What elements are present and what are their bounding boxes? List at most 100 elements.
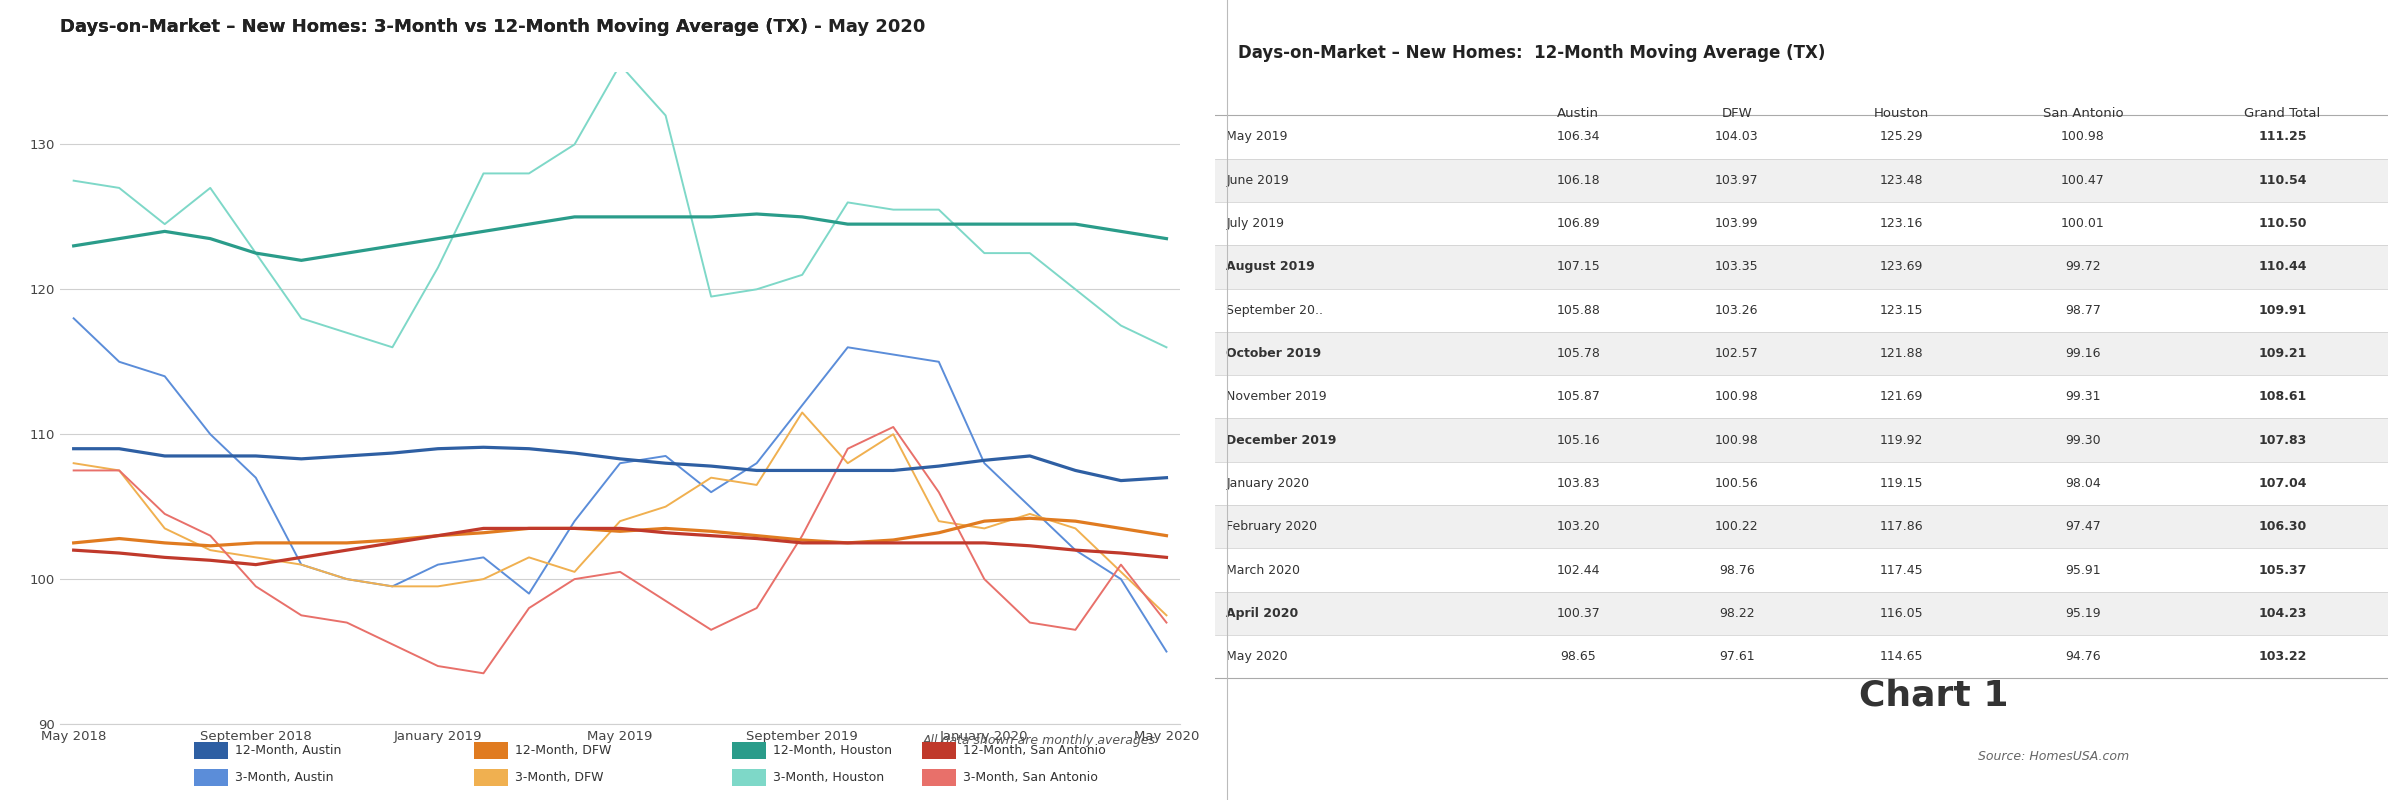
Text: March 2020: March 2020 [1226,563,1301,577]
FancyBboxPatch shape [1214,592,2388,635]
Text: 103.26: 103.26 [1716,304,1759,317]
Text: Days-on-Market – New Homes:  12-Month Moving Average (TX): Days-on-Market – New Homes: 12-Month Mov… [1238,44,1826,62]
FancyBboxPatch shape [1214,202,2388,246]
Text: 97.47: 97.47 [2064,520,2100,534]
Text: 114.65: 114.65 [1879,650,1922,663]
Text: 107.15: 107.15 [1558,261,1601,274]
Text: 103.35: 103.35 [1716,261,1759,274]
Text: 3-Month, San Antonio: 3-Month, San Antonio [962,771,1099,784]
Text: Chart 1: Chart 1 [1858,679,2009,713]
Text: April 2020: April 2020 [1226,607,1298,620]
Text: 117.86: 117.86 [1879,520,1922,534]
FancyBboxPatch shape [1214,462,2388,505]
Text: 125.29: 125.29 [1879,130,1922,143]
Text: 105.78: 105.78 [1555,347,1601,360]
Text: 123.48: 123.48 [1879,174,1922,186]
Text: 12-Month, Austin: 12-Month, Austin [235,744,341,757]
Text: 100.98: 100.98 [2062,130,2105,143]
Text: 106.18: 106.18 [1558,174,1601,186]
FancyBboxPatch shape [1214,635,2388,678]
Text: 105.37: 105.37 [2258,563,2306,577]
Text: 3-Month, DFW: 3-Month, DFW [516,771,605,784]
Text: 103.83: 103.83 [1558,477,1601,490]
Text: 110.54: 110.54 [2258,174,2306,186]
Text: 95.19: 95.19 [2064,607,2100,620]
Text: July 2019: July 2019 [1226,217,1284,230]
Text: 106.89: 106.89 [1558,217,1601,230]
Text: December 2019: December 2019 [1226,434,1337,446]
Text: 123.16: 123.16 [1879,217,1922,230]
Text: 105.87: 105.87 [1555,390,1601,403]
Text: August 2019: August 2019 [1226,261,1315,274]
FancyBboxPatch shape [1214,505,2388,549]
Text: 106.30: 106.30 [2258,520,2306,534]
Text: 119.92: 119.92 [1879,434,1922,446]
Text: Source: HomesUSA.com: Source: HomesUSA.com [1978,750,2129,762]
Text: 100.47: 100.47 [2062,174,2105,186]
Text: 123.69: 123.69 [1879,261,1922,274]
Text: 98.77: 98.77 [2064,304,2100,317]
Text: 100.56: 100.56 [1716,477,1759,490]
Text: 98.22: 98.22 [1718,607,1754,620]
Text: 94.76: 94.76 [2064,650,2100,663]
Text: 98.04: 98.04 [2064,477,2100,490]
Text: 107.83: 107.83 [2258,434,2306,446]
Text: 100.01: 100.01 [2062,217,2105,230]
Text: 110.44: 110.44 [2258,261,2306,274]
Text: February 2020: February 2020 [1226,520,1318,534]
Text: 103.97: 103.97 [1716,174,1759,186]
FancyBboxPatch shape [1214,289,2388,332]
FancyBboxPatch shape [1214,158,2388,202]
Text: October 2019: October 2019 [1226,347,1322,360]
Text: 102.44: 102.44 [1558,563,1601,577]
Text: All data shown are monthly averages: All data shown are monthly averages [924,734,1157,747]
Text: 110.50: 110.50 [2258,217,2306,230]
Text: 3-Month, Austin: 3-Month, Austin [235,771,334,784]
Text: May 2019: May 2019 [1226,130,1289,143]
Text: 103.99: 103.99 [1716,217,1759,230]
Text: Grand Total: Grand Total [2244,106,2321,120]
Text: Days-on-Market – New Homes: 3-Month vs 12-Month Moving Average (TX) - May 2020: Days-on-Market – New Homes: 3-Month vs 1… [60,18,926,36]
FancyBboxPatch shape [1214,418,2388,462]
Text: 123.15: 123.15 [1879,304,1922,317]
Text: 12-Month, DFW: 12-Month, DFW [516,744,612,757]
Text: 119.15: 119.15 [1879,477,1922,490]
Text: 103.20: 103.20 [1558,520,1601,534]
Text: 97.61: 97.61 [1718,650,1754,663]
Text: 99.30: 99.30 [2064,434,2100,446]
Text: 102.57: 102.57 [1716,347,1759,360]
Text: 99.72: 99.72 [2064,261,2100,274]
Text: 98.76: 98.76 [1718,563,1754,577]
FancyBboxPatch shape [1214,549,2388,592]
Text: January 2020: January 2020 [1226,477,1310,490]
Text: 95.91: 95.91 [2064,563,2100,577]
Text: 100.98: 100.98 [1716,434,1759,446]
Text: 109.91: 109.91 [2258,304,2306,317]
Text: 117.45: 117.45 [1879,563,1922,577]
FancyBboxPatch shape [1214,246,2388,289]
Text: 98.65: 98.65 [1560,650,1596,663]
Text: San Antonio: San Antonio [2042,106,2124,120]
Text: 121.88: 121.88 [1879,347,1922,360]
Text: 104.23: 104.23 [2258,607,2306,620]
Text: 107.04: 107.04 [2258,477,2306,490]
Text: 99.31: 99.31 [2064,390,2100,403]
Text: 116.05: 116.05 [1879,607,1922,620]
Text: 12-Month, San Antonio: 12-Month, San Antonio [962,744,1106,757]
Text: 103.22: 103.22 [2258,650,2306,663]
Text: 109.21: 109.21 [2258,347,2306,360]
Text: 99.16: 99.16 [2064,347,2100,360]
FancyBboxPatch shape [1214,332,2388,375]
Text: September 20..: September 20.. [1226,304,1322,317]
Text: 111.25: 111.25 [2258,130,2306,143]
Text: 100.37: 100.37 [1558,607,1601,620]
Text: 100.22: 100.22 [1716,520,1759,534]
Text: 105.16: 105.16 [1558,434,1601,446]
Text: 108.61: 108.61 [2258,390,2306,403]
Text: November 2019: November 2019 [1226,390,1327,403]
Text: 121.69: 121.69 [1879,390,1922,403]
Text: Austin: Austin [1558,106,1598,120]
FancyBboxPatch shape [1214,115,2388,158]
Text: Days-on-Market – New Homes: 3-Month vs 12-Month Moving Average (TX) -: Days-on-Market – New Homes: 3-Month vs 1… [60,18,828,36]
Text: June 2019: June 2019 [1226,174,1289,186]
